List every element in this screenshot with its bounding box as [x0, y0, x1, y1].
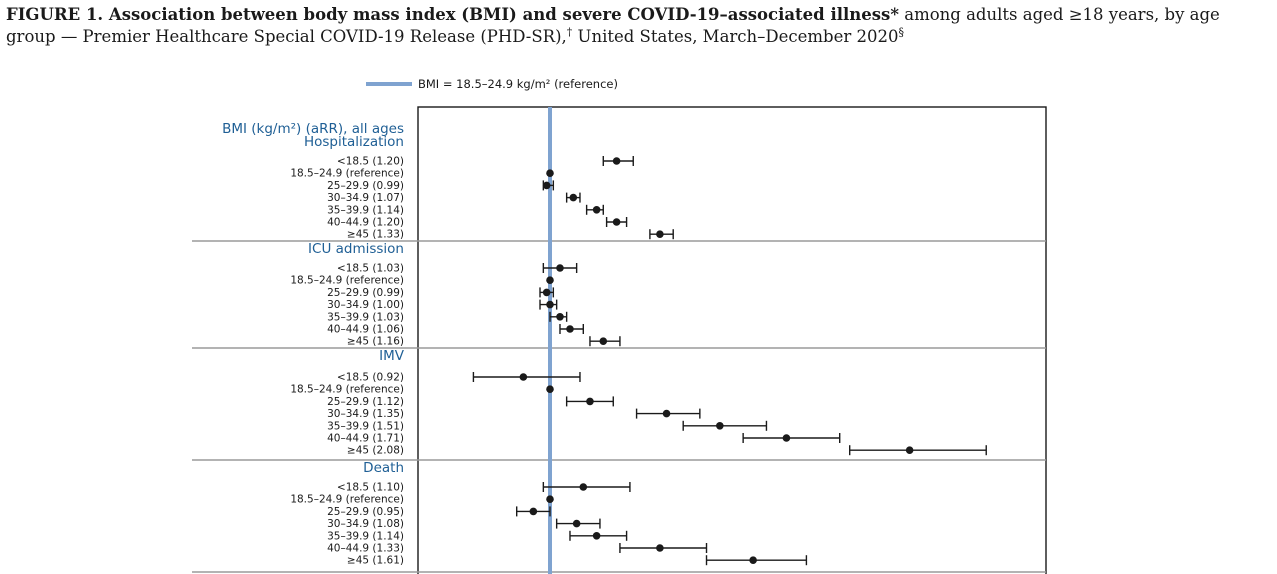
- point-estimate-imv: [662, 409, 671, 418]
- row-label: 40–44.9 (1.20): [327, 217, 404, 229]
- point-estimate-hospitalization: [546, 169, 554, 177]
- row-label: <18.5 (1.10): [337, 482, 404, 494]
- point-estimate-icu-admission: [556, 264, 564, 272]
- row-label: 35–39.9 (1.51): [327, 420, 404, 432]
- point-estimate-imv: [716, 422, 724, 430]
- row-label: 18.5–24.9 (reference): [290, 275, 404, 287]
- point-estimate-hospitalization: [612, 218, 621, 226]
- row-label: 35–39.9 (1.14): [327, 204, 404, 216]
- point-estimate-hospitalization: [612, 157, 621, 165]
- point-estimate-hospitalization: [656, 230, 664, 238]
- point-estimate-hospitalization: [592, 206, 601, 214]
- figure-title-tail: United States, March–December 2020: [572, 27, 899, 46]
- row-labels: Hospitalization<18.5 (1.20)18.5–24.9 (re…: [290, 134, 404, 567]
- row-label: 35–39.9 (1.03): [327, 311, 404, 323]
- row-label: 25–29.9 (0.99): [327, 180, 404, 192]
- row-label: 18.5–24.9 (reference): [290, 384, 404, 396]
- point-estimate-imv: [586, 397, 594, 406]
- row-label: 30–34.9 (1.07): [327, 192, 404, 204]
- row-label: 18.5–24.9 (reference): [290, 494, 404, 506]
- legend-label: BMI = 18.5–24.9 kg/m² (reference): [418, 77, 618, 91]
- row-label: 30–34.9 (1.08): [327, 518, 404, 530]
- group-header-imv: IMV: [379, 348, 405, 364]
- figure-title-mid: among adults aged ≥18 years, by age grou…: [6, 5, 1220, 46]
- row-label: 30–34.9 (1.35): [327, 408, 404, 420]
- point-estimate-death: [656, 544, 664, 552]
- point-estimate-death: [592, 532, 601, 540]
- point-estimate-imv: [519, 373, 528, 381]
- row-label: 18.5–24.9 (reference): [290, 168, 404, 180]
- point-estimate-death: [749, 556, 757, 564]
- row-label: 25–29.9 (0.95): [327, 506, 404, 518]
- estimates: [472, 156, 987, 566]
- row-label: ≥45 (1.16): [347, 336, 404, 348]
- group-dividers: [192, 240, 1046, 573]
- point-estimate-imv: [546, 385, 554, 394]
- row-label: ≥45 (2.08): [347, 445, 404, 457]
- point-estimate-icu-admission: [556, 313, 564, 321]
- point-estimate-hospitalization: [542, 181, 551, 190]
- figure-title: FIGURE 1. Association between body mass …: [6, 4, 1271, 48]
- point-estimate-icu-admission: [599, 337, 608, 346]
- row-label: 25–29.9 (0.99): [327, 287, 404, 299]
- figure-title-lead: FIGURE 1. Association between body mass …: [6, 5, 891, 24]
- point-estimate-icu-admission: [566, 325, 574, 333]
- footnote-dagger: †: [566, 25, 573, 39]
- legend: BMI = 18.5–24.9 kg/m² (reference): [366, 77, 618, 91]
- point-estimate-death: [579, 483, 588, 491]
- point-estimate-icu-admission: [546, 300, 554, 309]
- point-estimate-imv: [905, 446, 914, 455]
- row-label: <18.5 (1.20): [337, 156, 404, 168]
- footnote-star: *: [890, 5, 899, 24]
- row-label: 30–34.9 (1.00): [327, 299, 404, 311]
- chart-title: BMI (kg/m²) (aRR), all ages: [222, 121, 404, 137]
- row-label: 40–44.9 (1.06): [327, 324, 404, 336]
- point-estimate-death: [572, 519, 581, 528]
- row-label: ≥45 (1.33): [347, 229, 404, 241]
- row-label: <18.5 (0.92): [337, 372, 404, 384]
- point-estimate-death: [529, 507, 538, 516]
- group-header-icu-admission: ICU admission: [308, 241, 404, 257]
- row-label: 40–44.9 (1.71): [327, 433, 404, 445]
- row-label: <18.5 (1.03): [337, 263, 404, 275]
- row-label: 25–29.9 (1.12): [327, 396, 404, 408]
- row-label: 40–44.9 (1.33): [327, 543, 404, 555]
- plot-frame: [417, 106, 1047, 574]
- row-label: ≥45 (1.61): [347, 555, 404, 567]
- point-estimate-icu-admission: [542, 288, 551, 297]
- point-estimate-imv: [782, 434, 791, 442]
- point-estimate-icu-admission: [546, 276, 554, 285]
- point-estimate-hospitalization: [569, 193, 578, 202]
- footnote-section: §: [898, 25, 905, 39]
- point-estimate-death: [546, 495, 554, 504]
- row-label: 35–39.9 (1.14): [327, 530, 404, 542]
- group-header-hospitalization: Hospitalization: [304, 134, 404, 150]
- group-header-death: Death: [363, 460, 404, 476]
